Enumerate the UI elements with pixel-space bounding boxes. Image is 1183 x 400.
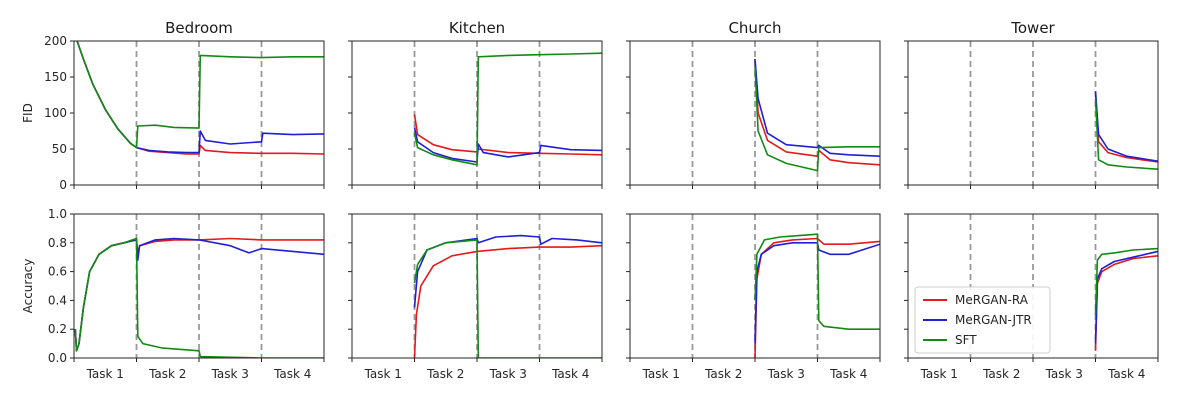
- y-tick-label: 200: [44, 34, 67, 48]
- legend-box: [914, 286, 1051, 354]
- y-tick-label: 0.4: [48, 293, 67, 307]
- series-line-mergan-jtr: [413, 127, 602, 163]
- y-tick-label: 0.8: [48, 236, 67, 250]
- series-line-mergan-ra: [754, 58, 880, 166]
- y-tick-label: 0: [59, 178, 67, 192]
- y-tick-label: 1.0: [48, 207, 67, 221]
- series-line-mergan-ra: [1094, 91, 1158, 163]
- x-tick-label: Task 3: [211, 367, 249, 381]
- series-line-sft: [754, 66, 880, 172]
- series-line-sft: [1094, 247, 1158, 315]
- x-tick-label: Task 3: [767, 367, 805, 381]
- x-tick-label: Task 2: [148, 367, 186, 381]
- series-line-mergan-jtr: [1094, 91, 1158, 162]
- series-group: [76, 41, 324, 155]
- y-tick-label: 0.6: [48, 265, 67, 279]
- series-line-mergan-ra: [413, 244, 602, 358]
- series-line-sft: [74, 237, 324, 358]
- x-tick-label: Task 3: [489, 367, 527, 381]
- legend-label: SFT: [955, 333, 977, 347]
- legend: MeRGAN-RA MeRGAN-JTR SFT: [914, 286, 1051, 354]
- x-tick-label: Task 1: [86, 367, 124, 381]
- series-line-sft: [1094, 98, 1158, 170]
- x-tick-label: Task 1: [920, 367, 958, 381]
- panel-church-fid: Church: [626, 19, 881, 189]
- x-tick-label: Task 4: [1107, 367, 1145, 381]
- series-group: [74, 237, 324, 358]
- series-line-sft: [413, 239, 602, 358]
- y-tick-label: 50: [52, 142, 67, 156]
- x-tick-label: Task 1: [642, 367, 680, 381]
- panel-title: Tower: [1010, 19, 1055, 37]
- x-tick-label: Task 2: [426, 367, 464, 381]
- legend-label: MeRGAN-RA: [955, 293, 1029, 307]
- panel-kitchen-fid: Kitchen: [348, 19, 603, 189]
- series-group: [413, 234, 602, 358]
- panel-tower-fid: Tower: [904, 19, 1159, 189]
- x-tick-label: Task 2: [704, 367, 742, 381]
- series-group: [413, 52, 602, 166]
- series-group: [1094, 247, 1158, 351]
- panel-title: Church: [728, 19, 781, 37]
- x-tick-label: Task 1: [364, 367, 402, 381]
- series-line-mergan-ra: [754, 237, 880, 358]
- series-line-mergan-jtr: [754, 242, 880, 344]
- panel-title: Kitchen: [449, 19, 505, 37]
- x-tick-label: Task 4: [829, 367, 867, 381]
- y-tick-label: 150: [44, 70, 67, 84]
- panel-bedroom-fid: Bedroom 0 50 100 150 200 FID: [21, 19, 325, 192]
- y-axis-title: FID: [21, 103, 35, 123]
- x-tick-label: Task 2: [982, 367, 1020, 381]
- series-line-mergan-jtr: [754, 58, 880, 157]
- series-group: [754, 58, 880, 172]
- panel-title: Bedroom: [165, 19, 233, 37]
- x-tick-label: Task 4: [273, 367, 311, 381]
- legend-label: MeRGAN-JTR: [955, 313, 1032, 327]
- x-tick-label: Task 3: [1045, 367, 1083, 381]
- x-tick-label: Task 4: [551, 367, 589, 381]
- series-group: [754, 233, 880, 358]
- y-tick-label: 100: [44, 106, 67, 120]
- series-line-mergan-ra: [413, 114, 602, 156]
- series-line-sft: [754, 233, 880, 330]
- y-tick-label: 0.0: [48, 351, 67, 365]
- series-line-mergan-jtr: [1094, 250, 1158, 344]
- series-line-mergan-ra: [1094, 255, 1158, 351]
- series-group: [1094, 91, 1158, 170]
- y-tick-label: 0.2: [48, 322, 67, 336]
- panel-bedroom-accuracy: 0.0 0.2 0.4 0.6 0.8 1.0 Task 1 Task 2 Task 3 Task…: [21, 207, 325, 381]
- series-line-sft: [413, 52, 602, 166]
- series-line-sft: [76, 41, 324, 149]
- y-axis-title: Accuracy: [21, 259, 35, 314]
- panel-kitchen-accuracy: Task 1 Task 2 Task 3 Task 4: [348, 213, 603, 381]
- panel-church-accuracy: Task 1 Task 2 Task 3 Task 4: [626, 213, 881, 381]
